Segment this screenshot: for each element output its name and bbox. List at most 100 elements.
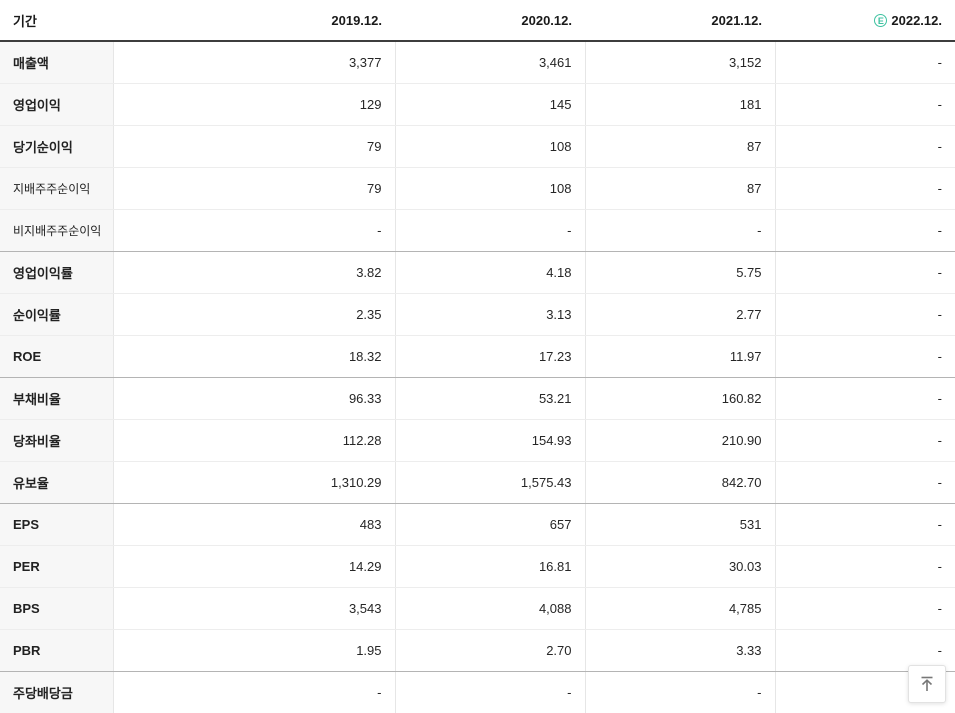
row-label: PER — [0, 545, 113, 588]
estimate-badge-icon: E — [874, 13, 888, 27]
table-row: PBR 1.95 2.70 3.33 - — [0, 629, 955, 672]
row-label: 주당배당금 — [0, 671, 113, 713]
cell-2020: 3.13 — [394, 293, 585, 336]
cell-2022: - — [774, 209, 955, 252]
row-label: BPS — [0, 587, 113, 630]
row-label: 당좌비율 — [0, 419, 113, 462]
row-label: 부채비율 — [0, 377, 113, 420]
cell-2021: - — [584, 671, 775, 713]
cell-2021: 87 — [584, 125, 775, 168]
cell-2019: 96.33 — [112, 377, 395, 420]
cell-2019: 79 — [112, 167, 395, 210]
cell-2021: 160.82 — [584, 377, 775, 420]
header-2022-12-label: 2022.12. — [891, 12, 942, 28]
cell-2022: - — [774, 545, 955, 588]
cell-2019: 483 — [112, 503, 395, 546]
header-row: 기간 2019.12. 2020.12. 2021.12. E 2022.12. — [0, 0, 955, 42]
cell-2019: 1.95 — [112, 629, 395, 672]
row-label: 지배주주순이익 — [0, 167, 113, 210]
cell-2021: 2.77 — [584, 293, 775, 336]
header-2019-12: 2019.12. — [113, 0, 395, 42]
row-label: EPS — [0, 503, 113, 546]
cell-2021: 5.75 — [584, 251, 775, 294]
cell-2019: 3.82 — [112, 251, 395, 294]
table-row: 매출액 3,377 3,461 3,152 - — [0, 41, 955, 84]
cell-2020: - — [394, 671, 585, 713]
cell-2022: - — [774, 167, 955, 210]
cell-2022: - — [774, 587, 955, 630]
cell-2019: 112.28 — [112, 419, 395, 462]
cell-2021: 11.97 — [584, 335, 775, 378]
row-label: 영업이익률 — [0, 251, 113, 294]
cell-2019: 14.29 — [112, 545, 395, 588]
cell-2021: 3,152 — [584, 41, 775, 84]
cell-2022: - — [774, 461, 955, 504]
cell-2019: - — [112, 209, 395, 252]
table-row: 유보율 1,310.29 1,575.43 842.70 - — [0, 461, 955, 504]
table-row: ROE 18.32 17.23 11.97 - — [0, 335, 955, 378]
table-row: 주당배당금 - - - - — [0, 671, 955, 713]
table-row: 비지배주주순이익 - - - - — [0, 209, 955, 252]
header-period: 기간 — [0, 0, 113, 42]
cell-2022: - — [774, 629, 955, 672]
cell-2022: - — [774, 503, 955, 546]
row-label: 당기순이익 — [0, 125, 113, 168]
cell-2022: - — [774, 125, 955, 168]
cell-2021: 3.33 — [584, 629, 775, 672]
cell-2020: 4.18 — [394, 251, 585, 294]
cell-2020: 657 — [394, 503, 585, 546]
row-label: 매출액 — [0, 41, 113, 84]
scroll-to-top-button[interactable] — [908, 665, 946, 703]
row-label: PBR — [0, 629, 113, 672]
cell-2019: - — [112, 671, 395, 713]
table-row: BPS 3,543 4,088 4,785 - — [0, 587, 955, 630]
header-2022-12-estimate: E 2022.12. — [775, 0, 955, 42]
row-label: 비지배주주순이익 — [0, 209, 113, 252]
table-row: 당기순이익 79 108 87 - — [0, 125, 955, 168]
cell-2020: 108 — [394, 125, 585, 168]
cell-2021: 30.03 — [584, 545, 775, 588]
cell-2019: 2.35 — [112, 293, 395, 336]
cell-2019: 3,543 — [112, 587, 395, 630]
table-row: 부채비율 96.33 53.21 160.82 - — [0, 377, 955, 420]
cell-2020: - — [394, 209, 585, 252]
table-row: 순이익률 2.35 3.13 2.77 - — [0, 293, 955, 336]
cell-2021: - — [584, 209, 775, 252]
cell-2021: 181 — [584, 83, 775, 126]
cell-2020: 154.93 — [394, 419, 585, 462]
cell-2020: 16.81 — [394, 545, 585, 588]
cell-2021: 531 — [584, 503, 775, 546]
cell-2021: 842.70 — [584, 461, 775, 504]
cell-2019: 3,377 — [112, 41, 395, 84]
cell-2020: 1,575.43 — [394, 461, 585, 504]
table-header: 기간 2019.12. 2020.12. 2021.12. E 2022.12. — [0, 0, 955, 42]
table-row: 지배주주순이익 79 108 87 - — [0, 167, 955, 210]
cell-2020: 4,088 — [394, 587, 585, 630]
table-row: PER 14.29 16.81 30.03 - — [0, 545, 955, 588]
cell-2020: 108 — [394, 167, 585, 210]
table-row: 영업이익률 3.82 4.18 5.75 - — [0, 251, 955, 294]
cell-2022: - — [774, 251, 955, 294]
header-2021-12: 2021.12. — [585, 0, 775, 42]
cell-2022: - — [774, 293, 955, 336]
cell-2019: 79 — [112, 125, 395, 168]
cell-2022: - — [774, 419, 955, 462]
cell-2022: - — [774, 83, 955, 126]
cell-2020: 2.70 — [394, 629, 585, 672]
cell-2022: - — [774, 335, 955, 378]
row-label: 순이익률 — [0, 293, 113, 336]
table-row: EPS 483 657 531 - — [0, 503, 955, 546]
arrow-to-top-icon — [918, 675, 936, 693]
table-row: 영업이익 129 145 181 - — [0, 83, 955, 126]
cell-2022: - — [774, 41, 955, 84]
row-label: 유보율 — [0, 461, 113, 504]
cell-2019: 1,310.29 — [112, 461, 395, 504]
header-2020-12: 2020.12. — [395, 0, 585, 42]
table-row: 당좌비율 112.28 154.93 210.90 - — [0, 419, 955, 462]
cell-2020: 3,461 — [394, 41, 585, 84]
cell-2019: 18.32 — [112, 335, 395, 378]
cell-2020: 17.23 — [394, 335, 585, 378]
row-label: 영업이익 — [0, 83, 113, 126]
cell-2021: 4,785 — [584, 587, 775, 630]
